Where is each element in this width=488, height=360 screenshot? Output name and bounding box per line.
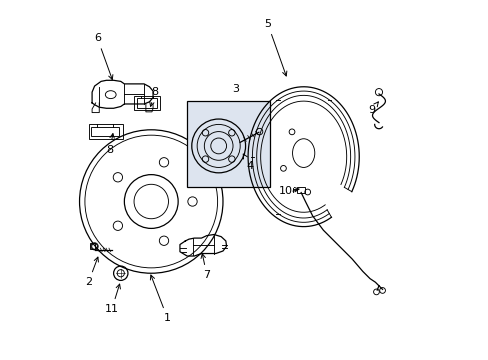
Bar [187, 101, 269, 187]
Bar [90, 243, 94, 249]
Bar [297, 187, 305, 193]
Bar [91, 127, 119, 136]
Text: 10: 10 [278, 186, 299, 196]
Text: 7: 7 [201, 254, 210, 280]
Text: 5: 5 [264, 19, 286, 76]
Text: 8: 8 [149, 87, 158, 106]
Text: 4: 4 [243, 154, 253, 171]
Text: 2: 2 [85, 257, 98, 287]
Text: 8: 8 [106, 134, 114, 154]
Bar [137, 98, 156, 108]
Text: 11: 11 [104, 284, 120, 314]
Text: 9: 9 [367, 102, 378, 115]
Text: 6: 6 [94, 33, 113, 80]
Text: 1: 1 [150, 275, 170, 323]
Bar [88, 124, 122, 139]
Text: 3: 3 [232, 84, 239, 94]
Bar [134, 96, 160, 110]
